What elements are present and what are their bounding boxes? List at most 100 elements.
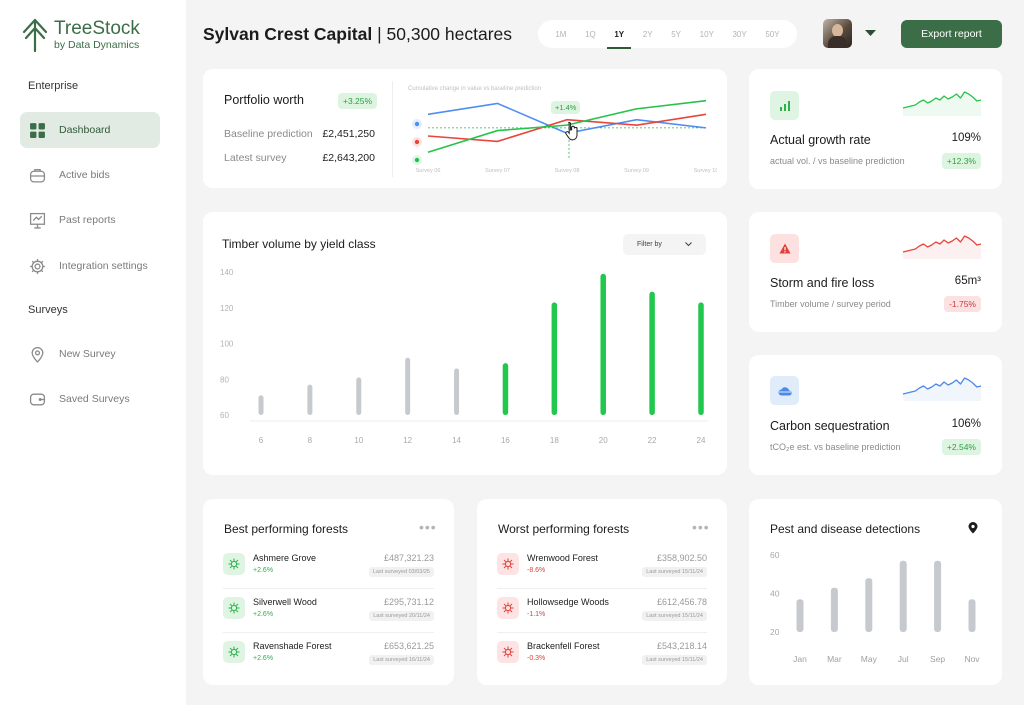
x-tick-label: 6 xyxy=(259,436,264,445)
list-item[interactable]: Ashmere Grove +2.6% £487,321.23 Last sur… xyxy=(223,545,434,589)
forest-date: Last surveyed 15/11/24 xyxy=(642,611,707,621)
sidebar-item-saved-surveys[interactable]: Saved Surveys xyxy=(20,381,160,417)
filter-label: Filter by xyxy=(637,241,662,248)
bar xyxy=(551,302,558,415)
brand-name: TreeStock xyxy=(54,18,140,39)
metric-card-carbon: Carbon sequestration 106% tCO₂e est. vs … xyxy=(749,355,1002,475)
brand-logo[interactable]: TreeStock by Data Dynamics xyxy=(22,18,140,52)
metric-value: 106% xyxy=(951,418,981,430)
carbon-sparkline xyxy=(902,377,982,401)
sidebar-item-label: Integration settings xyxy=(59,260,148,272)
worst-title: Worst performing forests xyxy=(498,522,630,536)
metric-desc: actual vol. / vs baseline prediction xyxy=(770,156,905,166)
x-tick-label: Survey 09 xyxy=(624,168,649,174)
list-item[interactable]: Wrenwood Forest -8.6% £358,902.50 Last s… xyxy=(497,545,707,589)
y-tick-label: 120 xyxy=(220,304,234,313)
worst-forests-card: Worst performing forests ••• Wrenwood Fo… xyxy=(477,499,727,685)
range-50y[interactable]: 50Y xyxy=(765,29,780,39)
sparkline-line xyxy=(902,235,982,253)
time-range-selector: 1M 1Q 1Y 2Y 5Y 10Y 30Y 50Y xyxy=(538,20,797,49)
baseline-label: Baseline prediction xyxy=(224,128,313,140)
metric-title: Storm and fire loss xyxy=(770,276,875,290)
chevron-down-icon xyxy=(685,242,692,247)
forest-change: +2.6% xyxy=(253,611,274,618)
forest-value: £358,902.50 xyxy=(656,553,707,563)
virus-icon xyxy=(223,641,245,663)
sidebar-item-new-survey[interactable]: New Survey xyxy=(20,336,160,372)
range-1y[interactable]: 1Y xyxy=(607,26,631,49)
y-tick-label: 60 xyxy=(220,411,229,420)
best-forests-card: Best performing forests ••• Ashmere Grov… xyxy=(203,499,454,685)
page-title: Sylvan Crest Capital | 50,300 hectares xyxy=(203,24,512,45)
x-tick-label: Jan xyxy=(793,654,807,664)
list-item[interactable]: Silverwell Wood +2.6% £295,731.12 Last s… xyxy=(223,589,434,633)
bar xyxy=(649,291,655,415)
metric-value: 65m³ xyxy=(954,275,981,287)
sidebar-item-label: Active bids xyxy=(59,169,110,181)
chevron-down-icon[interactable] xyxy=(865,29,876,37)
hand-pointer-icon xyxy=(565,121,578,141)
sparkline-line xyxy=(902,91,982,109)
more-options-icon[interactable]: ••• xyxy=(419,519,437,535)
filter-dropdown[interactable]: Filter by xyxy=(623,234,706,255)
virus-icon xyxy=(497,597,519,619)
x-tick-label: 10 xyxy=(354,436,363,445)
x-tick-label: 16 xyxy=(501,436,510,445)
x-tick-label: Mar xyxy=(827,654,842,664)
metric-card-storm: Storm and fire loss 65m³ Timber volume /… xyxy=(749,212,1002,332)
x-tick-label: 18 xyxy=(550,436,559,445)
sparkline-area xyxy=(903,378,981,401)
series-line-2 xyxy=(427,99,707,154)
forest-date: Last surveyed 15/11/24 xyxy=(642,567,707,577)
range-30y[interactable]: 30Y xyxy=(732,29,747,39)
y-tick-label: 40 xyxy=(770,589,780,599)
list-item[interactable]: Brackenfell Forest -0.3% £543,218.14 Las… xyxy=(497,633,707,677)
mini-chart-title: Cumulative change in value vs baseline p… xyxy=(408,86,542,92)
sidebar-item-label: Dashboard xyxy=(59,124,111,136)
sidebar-item-integration-settings[interactable]: Integration settings xyxy=(20,248,160,284)
sidebar-item-label: Past reports xyxy=(59,214,116,226)
location-pin-icon[interactable] xyxy=(968,522,978,534)
divider xyxy=(392,81,393,177)
x-tick-label: Nov xyxy=(964,654,980,664)
x-tick-label: 22 xyxy=(648,436,657,445)
cloud-icon xyxy=(770,376,799,405)
range-1q[interactable]: 1Q xyxy=(585,29,596,39)
forest-change: +2.6% xyxy=(253,655,274,662)
y-tick-label: 80 xyxy=(220,375,229,384)
bar xyxy=(258,395,264,415)
range-2y[interactable]: 2Y xyxy=(642,29,653,39)
list-item[interactable]: Hollowsedge Woods -1.1% £612,456.78 Last… xyxy=(497,589,707,633)
sidebar-item-dashboard[interactable]: Dashboard xyxy=(20,112,160,148)
forest-name: Silverwell Wood xyxy=(253,597,317,607)
sidebar-item-active-bids[interactable]: Active bids xyxy=(20,157,160,193)
bar xyxy=(356,377,362,415)
latest-label: Latest survey xyxy=(224,152,287,164)
more-options-icon[interactable]: ••• xyxy=(692,519,710,535)
x-tick-label: May xyxy=(861,654,878,664)
timber-title: Timber volume by yield class xyxy=(222,237,376,251)
virus-icon xyxy=(497,641,519,663)
range-1m[interactable]: 1M xyxy=(555,29,567,39)
best-title: Best performing forests xyxy=(224,522,349,536)
gear-icon xyxy=(30,258,45,274)
x-tick-label: 12 xyxy=(403,436,412,445)
forest-value: £612,456.78 xyxy=(656,597,707,607)
metric-change-badge: +12.3% xyxy=(941,153,981,169)
virus-icon xyxy=(223,553,245,575)
portfolio-change-badge: +3.25% xyxy=(338,93,378,109)
forest-name: Ravenshade Forest xyxy=(253,641,332,651)
range-5y[interactable]: 5Y xyxy=(671,29,681,39)
sidebar-item-past-reports[interactable]: Past reports xyxy=(20,202,160,238)
avatar[interactable] xyxy=(823,19,852,48)
bar xyxy=(698,302,704,415)
bar-chart-icon xyxy=(770,91,799,120)
metric-value: 109% xyxy=(951,132,981,144)
range-10y[interactable]: 10Y xyxy=(699,29,714,39)
export-report-button[interactable]: Export report xyxy=(901,20,1002,48)
bar xyxy=(865,578,873,632)
list-item[interactable]: Ravenshade Forest +2.6% £653,621.25 Last… xyxy=(223,633,434,677)
sparkline-area xyxy=(903,236,981,259)
bar xyxy=(899,560,907,632)
x-tick-label: Survey 08 xyxy=(555,168,580,174)
